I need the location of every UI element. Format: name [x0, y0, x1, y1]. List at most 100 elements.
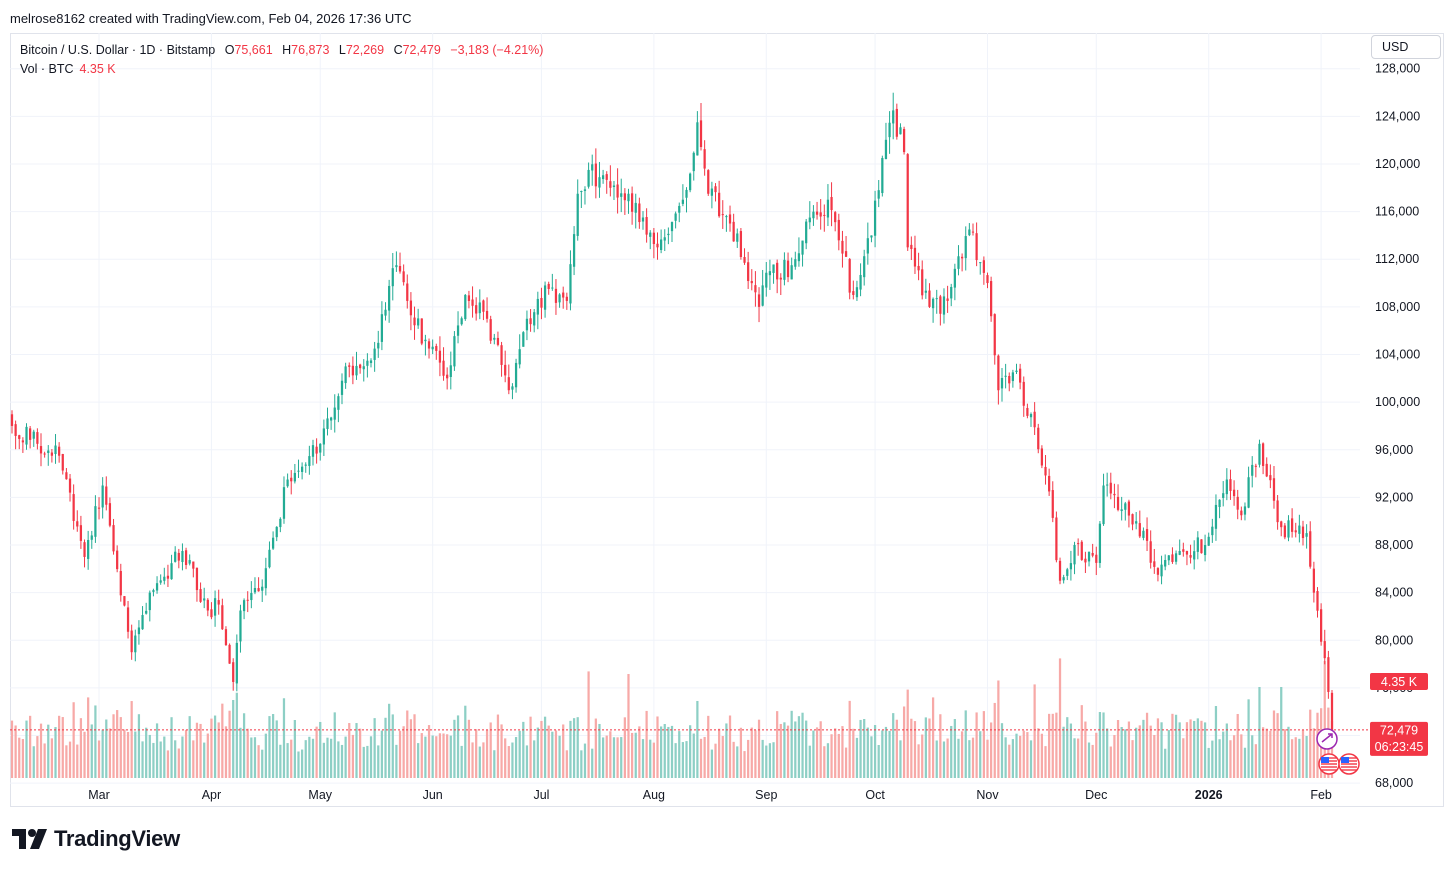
candle-body — [819, 212, 822, 217]
volume-bar — [1189, 719, 1192, 778]
candle-body — [311, 445, 315, 457]
candle-body — [355, 365, 358, 376]
legend-low-label: L — [338, 43, 346, 57]
candle-body — [68, 478, 72, 493]
candle-body — [718, 192, 721, 217]
volume-bar — [449, 735, 452, 778]
volume-bar — [928, 718, 931, 778]
volume-bar — [703, 736, 706, 778]
volume-bar — [72, 702, 75, 778]
volume-bar — [1000, 723, 1004, 778]
candle-body — [308, 456, 311, 466]
volume-bar — [1309, 709, 1312, 778]
candle-body — [942, 296, 946, 315]
volume-bar — [554, 730, 558, 778]
candle-body — [181, 550, 184, 563]
candle-body — [852, 291, 855, 295]
legend-symbol[interactable]: Bitcoin / U.S. Dollar · 1D · Bitstamp — [20, 43, 216, 57]
time-tick-label: Sep — [755, 788, 777, 802]
volume-bar — [94, 705, 97, 778]
candle-body — [438, 350, 442, 363]
volume-bar — [772, 742, 775, 778]
volume-bar — [721, 736, 724, 778]
candle-body — [1200, 539, 1203, 554]
candle-body — [975, 233, 978, 261]
grid-lines — [10, 33, 1360, 784]
volume-bar — [754, 730, 757, 778]
candle-body — [1062, 577, 1065, 581]
volume-bar — [188, 716, 191, 778]
volume-bar — [264, 733, 267, 778]
candle-body — [1145, 529, 1149, 541]
candle-body — [184, 550, 188, 565]
candle-body — [1066, 569, 1069, 576]
volume-bar — [902, 706, 906, 778]
candle-body — [844, 251, 848, 257]
candle-body — [217, 600, 220, 605]
volume-bar — [1283, 729, 1286, 778]
price-tick-label: 84,000 — [1375, 586, 1413, 600]
price-chart[interactable]: 68,00072,00076,00080,00084,00088,00092,0… — [10, 33, 1444, 807]
volume-bar — [286, 743, 289, 778]
volume-bar — [54, 727, 57, 778]
candle-body — [1196, 537, 1199, 552]
candle-body — [43, 453, 46, 455]
legend-symbol-line: Bitcoin / U.S. Dollar · 1D · Bitstamp O7… — [20, 41, 543, 60]
candle-body — [979, 262, 982, 264]
candle-body — [656, 243, 659, 248]
legend-change: −3,183 (−4.21%) — [450, 43, 544, 57]
chart-frame — [10, 33, 1444, 807]
candle-body — [743, 257, 746, 263]
volume-bar — [1211, 740, 1214, 778]
volume-bar — [1305, 735, 1308, 778]
volume-bar — [507, 746, 510, 778]
volume-bar — [881, 730, 884, 778]
volume-bar — [242, 713, 246, 778]
legend-volume-label[interactable]: Vol · BTC — [20, 62, 74, 76]
chart-legend: Bitcoin / U.S. Dollar · 1D · Bitstamp O7… — [20, 41, 543, 79]
candle-body — [1149, 541, 1152, 563]
tradingview-logo[interactable]: TradingView — [12, 826, 180, 852]
volume-bar — [641, 739, 645, 778]
volume-bar — [1258, 687, 1261, 778]
candle-body — [130, 630, 133, 653]
volume-bar — [326, 737, 329, 778]
candle-body — [213, 598, 217, 616]
candle-body — [812, 211, 815, 219]
volume-bar — [359, 728, 362, 778]
volume-bar — [333, 712, 336, 778]
candle-body — [279, 518, 282, 528]
volume-bar — [1091, 744, 1094, 778]
candle-body — [47, 450, 50, 453]
volume-bar — [460, 745, 463, 778]
candle-body — [1058, 560, 1062, 581]
candle-body — [997, 355, 1000, 391]
volume-bar — [1066, 717, 1069, 778]
volume-bar — [65, 745, 68, 778]
candle-body — [326, 418, 329, 429]
currency-button[interactable]: USD — [1371, 35, 1441, 59]
volume-bar — [601, 737, 605, 778]
candle-body — [87, 539, 90, 559]
candle-body — [960, 256, 964, 259]
price-tick-label: 88,000 — [1375, 538, 1413, 552]
candle-body — [536, 298, 539, 315]
candle-body — [786, 260, 790, 278]
candle-body — [413, 317, 416, 326]
candle-body — [1109, 482, 1112, 494]
candle-body — [801, 240, 804, 255]
volume-bar — [166, 750, 170, 778]
volume-bar — [369, 736, 373, 778]
volume-bar — [1240, 734, 1243, 778]
volume-bar — [776, 711, 779, 778]
candle-body — [1008, 376, 1011, 384]
volume-bar — [511, 742, 514, 778]
price-tick-label: 92,000 — [1375, 490, 1413, 504]
candle-body — [1167, 555, 1170, 561]
candle-body — [384, 309, 387, 316]
candle-body — [362, 366, 365, 370]
candle-body — [1269, 475, 1272, 481]
volume-bar — [377, 745, 380, 778]
volume-bar — [1200, 720, 1203, 778]
volume-bar — [1269, 730, 1272, 778]
